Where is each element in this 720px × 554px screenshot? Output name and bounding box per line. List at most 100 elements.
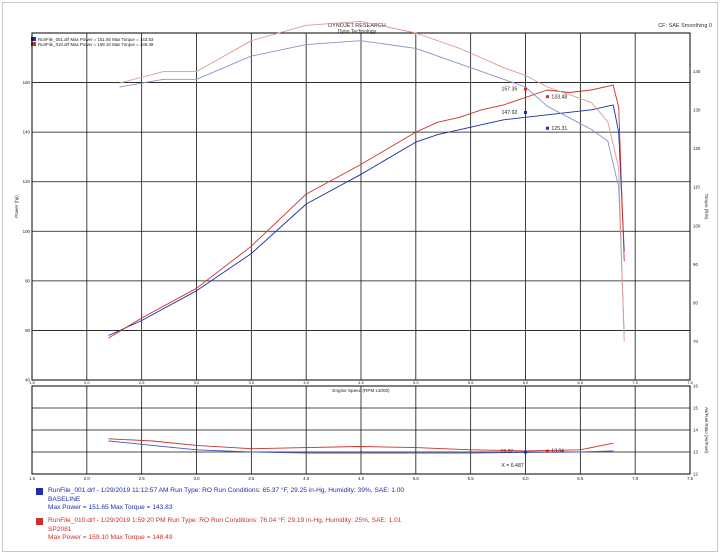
- power-line-run1-point: [618, 131, 620, 133]
- main-x-tick-label: 3.5: [249, 380, 255, 385]
- torque-line-run1-point: [503, 78, 504, 80]
- power-line-run1-point: [250, 253, 252, 254]
- power-line-run2-point: [250, 245, 252, 247]
- af-line-run1-point: [612, 450, 614, 452]
- run1-details: RunFile_001.drf - 1/29/2019 11:12:57 AM …: [48, 487, 405, 494]
- torque-line-run1-point: [305, 44, 307, 45]
- right-y-tick-label: 70: [693, 339, 698, 344]
- af-x-tick-label: 4.0: [303, 476, 310, 481]
- torque-line-run2-point: [459, 48, 461, 49]
- power-line-run2-point: [437, 121, 439, 123]
- left-y-tick-label: 120: [23, 179, 31, 184]
- main-x-tick-label: 7.5: [687, 380, 693, 385]
- legend-swatch-run1: [31, 37, 36, 41]
- annotation-max-power-run2-marker: [524, 87, 527, 91]
- af-line-run2-point: [108, 438, 110, 440]
- annotation-max-power-run1-marker: [524, 111, 527, 115]
- main-x-tick-label: 6.5: [578, 380, 584, 385]
- annotation-af-run2-marker: [545, 449, 549, 453]
- right-y-tick-label: 80: [693, 300, 698, 305]
- af-plot-grid: [31, 385, 691, 475]
- power-line-run1-point: [196, 290, 197, 292]
- af-x-tick-label: 7.0: [632, 476, 639, 481]
- run2-details: RunFile_010.drf - 1/29/2019 1:59:20 PM R…: [48, 517, 402, 524]
- right-axis-title: Torque (ft-lb): [704, 193, 709, 220]
- af-x-tick-label: 4.5: [358, 476, 365, 481]
- power-line-run1-point: [141, 320, 143, 321]
- right-y-tick-label: 90: [693, 262, 698, 267]
- left-y-tick-label: 100: [23, 229, 31, 234]
- af-plot-series: [108, 438, 614, 454]
- power-line-run1-point: [547, 114, 548, 116]
- power-line-run1-point: [568, 111, 570, 113]
- torque-line-run2-point: [568, 94, 570, 96]
- company-name: DYNOJET RESEARCH: [328, 23, 386, 29]
- af-y-tick-label: 16: [693, 384, 698, 389]
- main-x-tick-label: 7.0: [632, 380, 638, 385]
- af-line-run2-point: [579, 449, 581, 451]
- torque-line-run2: [119, 20, 625, 342]
- run1-swatch: [36, 488, 43, 495]
- power-line-run1-point: [525, 116, 526, 118]
- power-line-run2-point: [618, 106, 620, 108]
- torque-line-run1-point: [459, 63, 461, 65]
- power-line-run1-point: [415, 141, 417, 143]
- annotation-af-run1-marker: [524, 450, 527, 454]
- power-line-run1-point: [481, 124, 483, 126]
- torque-line-run2-point: [119, 82, 121, 84]
- power-line-run2-point: [525, 97, 526, 98]
- power-line-run2-point: [415, 131, 417, 133]
- af-line-run2-point: [470, 449, 472, 451]
- af-x-tick-label: 5.0: [413, 476, 420, 481]
- torque-line-run1-point: [196, 78, 197, 80]
- torque-line-run2-point: [547, 86, 548, 88]
- main-x-tick-label: 5.5: [468, 380, 474, 385]
- chart-header: DYNOJET RESEARCH Dyno Technology CF: SAE…: [328, 23, 712, 35]
- af-x-tick-label: 6.5: [577, 476, 584, 481]
- power-line-run2-point: [141, 317, 143, 319]
- torque-line-run2-point: [360, 21, 362, 22]
- power-line-run1-point: [360, 173, 362, 175]
- af-x-tick-label: 3.5: [248, 476, 255, 481]
- annotation-torque-run1-marker: [545, 126, 549, 130]
- power-line-run2-point: [459, 116, 461, 118]
- torque-line-run2-point: [163, 71, 165, 72]
- power-line-run1-point: [590, 109, 592, 111]
- af-y-tick-label: 14: [693, 428, 698, 433]
- af-x-tick-label: 6.0: [522, 476, 529, 481]
- af-y-tick-label: 15: [693, 406, 698, 411]
- torque-line-run2-point: [503, 67, 504, 69]
- torque-line-run1-point: [250, 55, 252, 57]
- power-line-run1-point: [503, 119, 504, 121]
- right-y-tick-label: 130: [693, 108, 701, 113]
- torque-line-run2-point: [623, 341, 625, 342]
- run2-label: SP2081: [48, 525, 72, 533]
- power-line-run2-point: [481, 109, 483, 111]
- af-x-tick-label: 2.0: [84, 476, 91, 481]
- torque-line-run1-point: [547, 105, 548, 107]
- left-y-tick-label: 40: [25, 378, 30, 383]
- torque-line-run1-point: [360, 40, 362, 42]
- left-axis-title: Power (hp): [14, 195, 19, 218]
- annotation-af-run2: 13.04: [551, 449, 564, 455]
- power-line-run2-point: [568, 92, 570, 93]
- torque-line-run2-point: [618, 167, 620, 169]
- power-line-run1-point: [437, 134, 439, 136]
- torque-line-run2-point: [305, 24, 307, 26]
- torque-line-run2-point: [590, 102, 592, 103]
- run2-swatch: [36, 518, 43, 525]
- legend-swatch-run2: [31, 42, 36, 46]
- af-line-run1-point: [415, 452, 417, 454]
- torque-line-run1-point: [607, 140, 609, 142]
- af-x-tick-label: 5.5: [468, 476, 475, 481]
- power-line-run2-point: [196, 287, 197, 289]
- left-y-tick-label: 60: [25, 328, 30, 333]
- af-line-run1-point: [250, 451, 252, 453]
- axis-labels: 1.5 1.5 2.0 2.0 2.5 2.5 3.0 3.0 3.5 3.5 4.0 4.0 4.5 4…: [14, 69, 709, 481]
- af-line-run2-point: [305, 447, 307, 448]
- main-plot-series: [108, 20, 625, 342]
- legend-entry-run2: RunFile_010.drf Max Power = 159.10 Max T…: [38, 42, 154, 47]
- af-line-run1-point: [360, 452, 362, 454]
